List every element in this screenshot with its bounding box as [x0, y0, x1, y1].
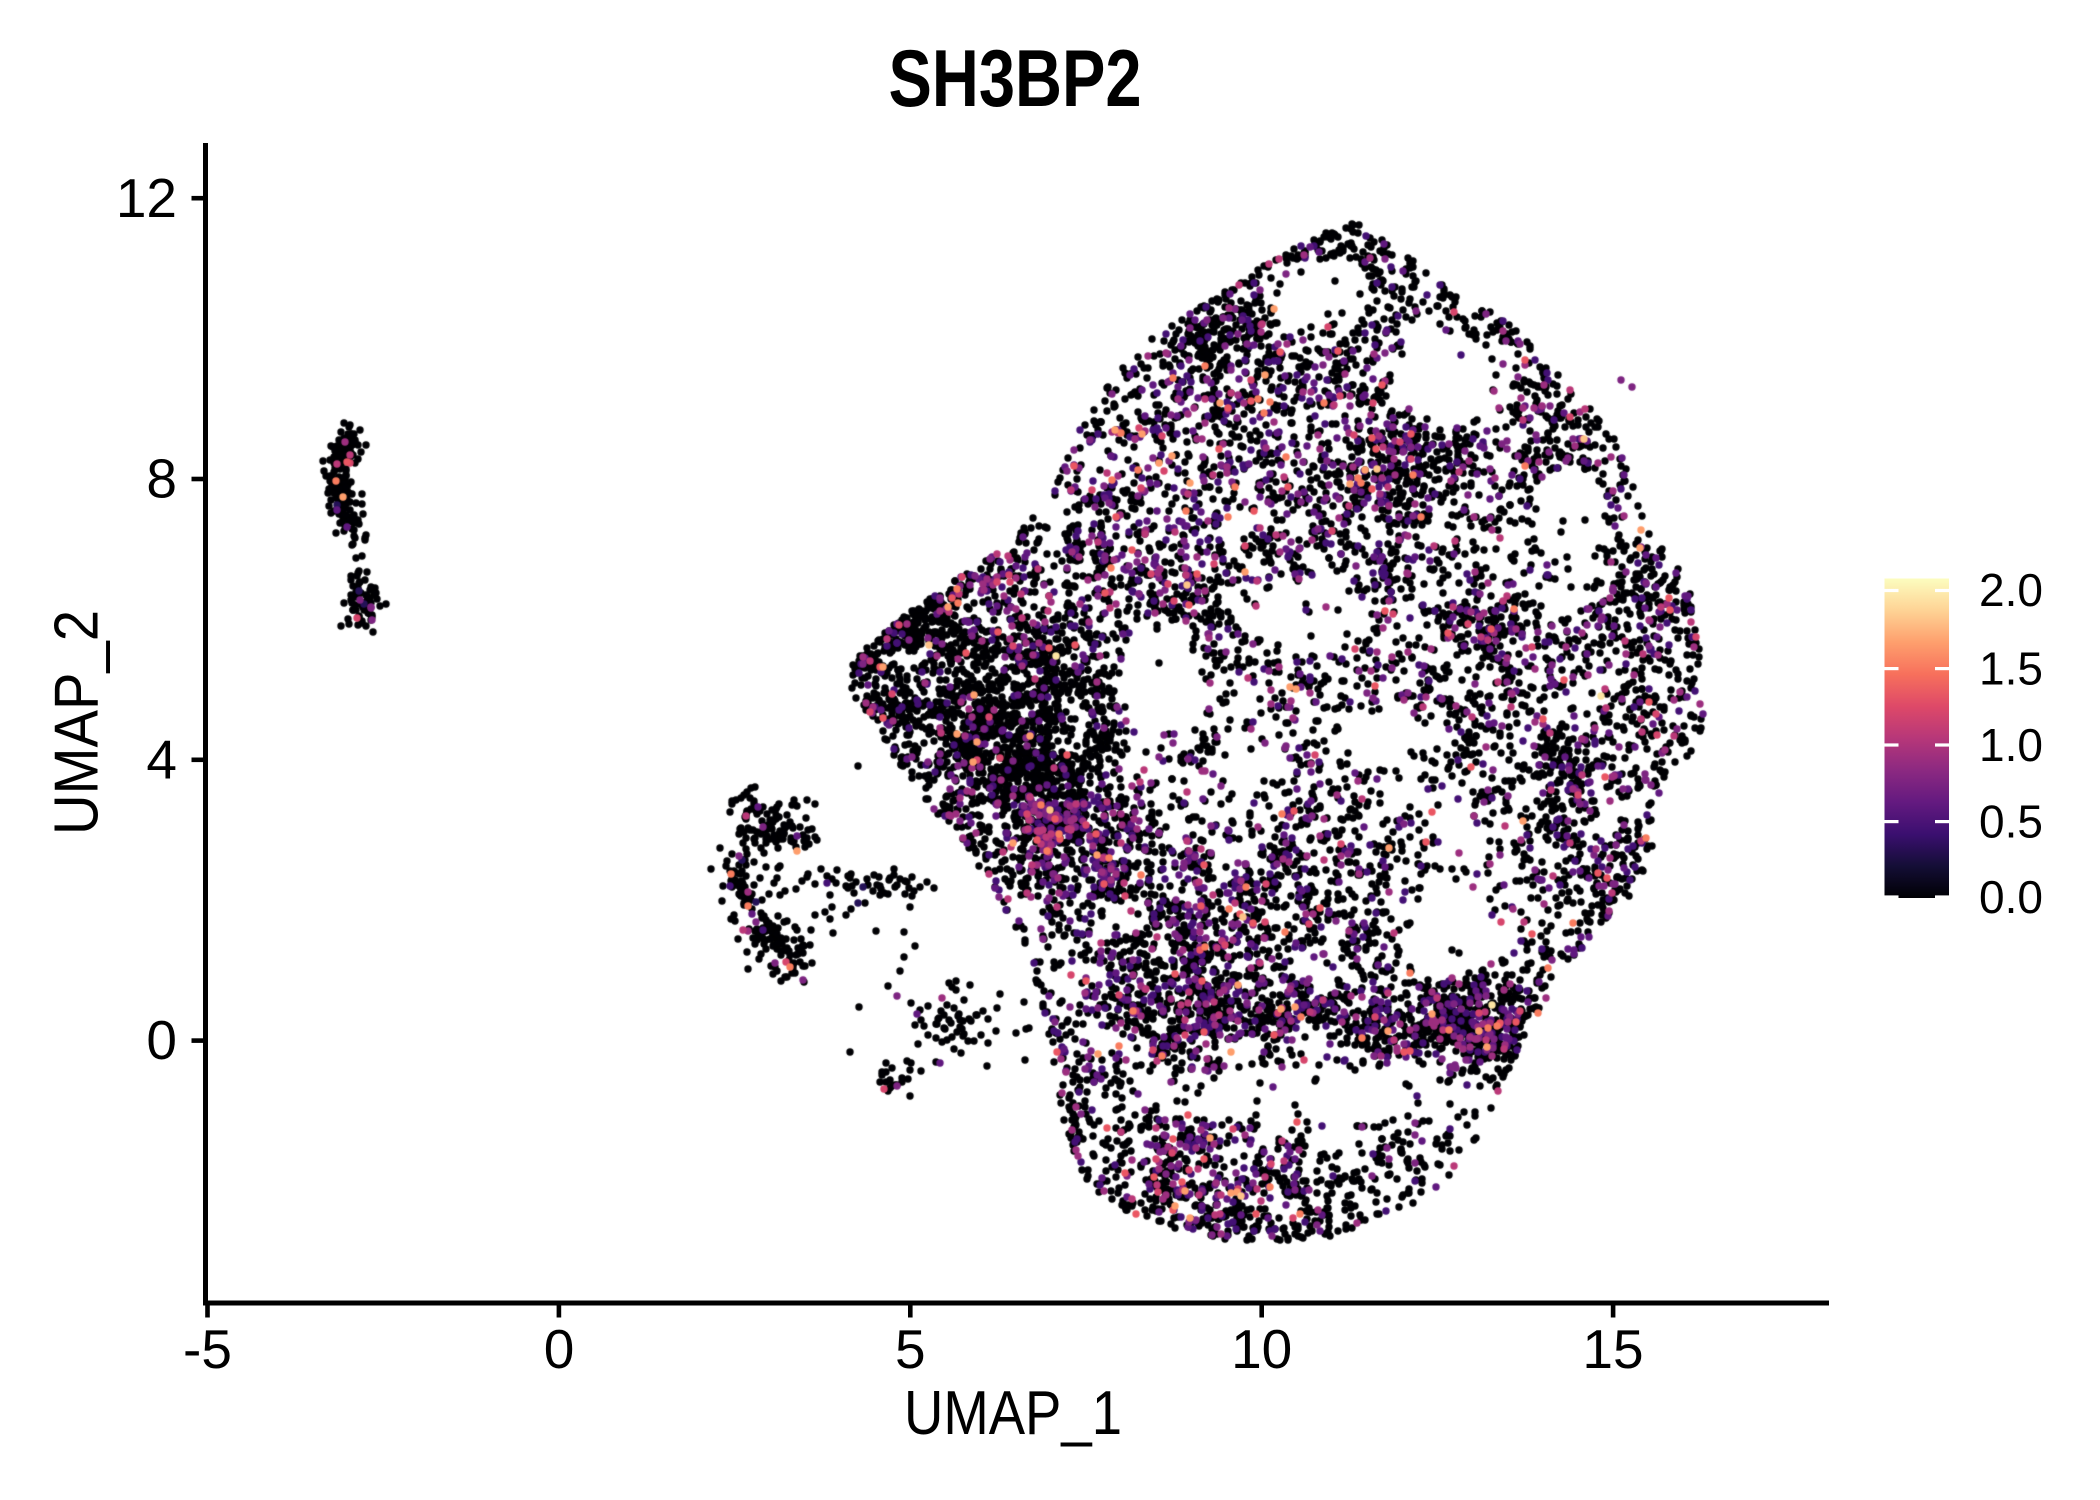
svg-text:1.0: 1.0	[1979, 719, 2043, 771]
svg-text:0: 0	[146, 1009, 177, 1071]
svg-text:-5: -5	[183, 1318, 232, 1380]
svg-text:4: 4	[146, 728, 177, 790]
svg-text:15: 15	[1582, 1318, 1643, 1380]
svg-text:UMAP_1: UMAP_1	[904, 1379, 1122, 1448]
svg-text:12: 12	[116, 167, 177, 229]
svg-text:10: 10	[1231, 1318, 1292, 1380]
svg-text:UMAP_2: UMAP_2	[43, 610, 112, 835]
svg-text:5: 5	[895, 1318, 926, 1380]
svg-text:8: 8	[146, 448, 177, 510]
svg-text:SH3BP2: SH3BP2	[889, 34, 1142, 124]
svg-text:0: 0	[544, 1318, 575, 1380]
svg-text:2.0: 2.0	[1979, 564, 2043, 616]
svg-text:0.5: 0.5	[1979, 795, 2043, 847]
svg-text:0.0: 0.0	[1979, 871, 2043, 923]
svg-text:1.5: 1.5	[1979, 642, 2043, 694]
